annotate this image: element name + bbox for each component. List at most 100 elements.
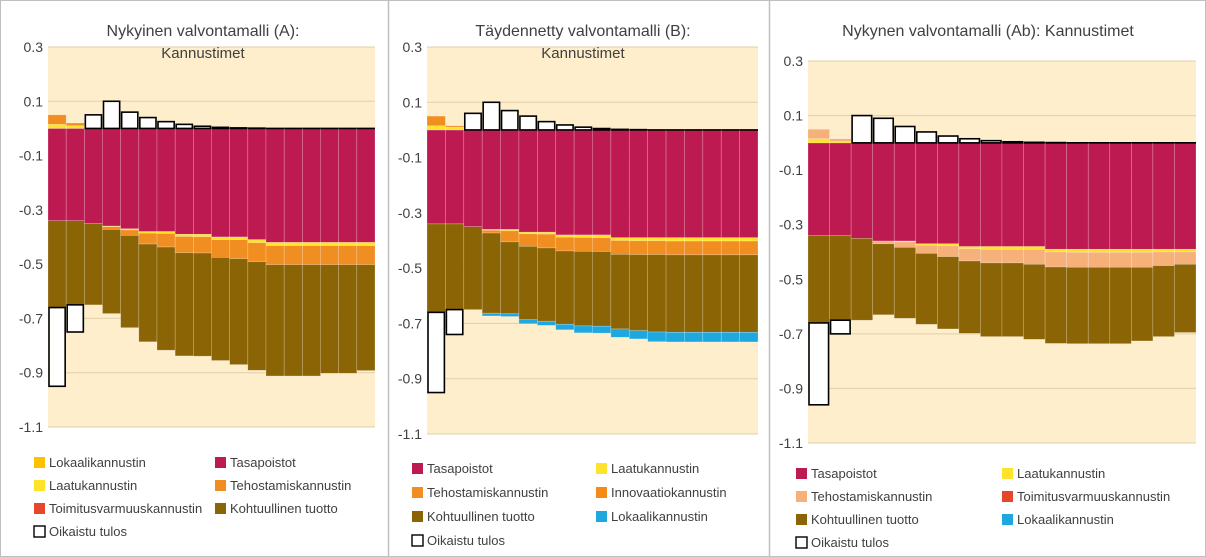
bar-segment-kohtuullinen (338, 264, 358, 374)
bar-segment-tasapoistot (338, 128, 358, 243)
bar-segment-tasapoistot (283, 128, 303, 243)
bar-segment-tehostamis (684, 240, 704, 256)
legend-swatch-tehostamis (215, 480, 226, 491)
bar-segment-laatu (302, 242, 321, 246)
y-tick-label: -0.3 (398, 205, 422, 221)
bar-segment-kohtuullinen (481, 232, 501, 314)
bar-segment-kohtuullinen (1001, 262, 1024, 337)
bar-segment-lokaali (739, 331, 759, 343)
bar-segment-tehostamis (1044, 251, 1067, 268)
legend-label-tasapoistot: Tasapoistot (811, 466, 877, 481)
bar-segment-laatu (211, 236, 230, 241)
bar-segment-tasapoistot (829, 142, 852, 236)
bar-segment-laatu (445, 126, 465, 131)
bar-segment-tehostamis (937, 245, 960, 257)
legend-swatch-laatu (596, 463, 607, 474)
bar-segment-laatu (283, 242, 303, 246)
bar-segment-kohtuullinen (555, 250, 575, 325)
bar-segment-tehostamis (980, 248, 1003, 264)
bar-oikaistu-tulos (84, 114, 103, 130)
bar-segment-tehostamis (211, 239, 230, 258)
bar-segment-tasapoistot (518, 129, 538, 233)
bar-segment-kohtuullinen (445, 223, 465, 310)
y-tick-label: 0.1 (24, 93, 44, 109)
bar-segment-laatu (739, 237, 759, 242)
legend-label-oikaistu: Oikaistu tulos (427, 533, 506, 548)
chart-title: Kannustimet (161, 45, 245, 62)
bar-segment-tasapoistot (426, 129, 446, 225)
bar-segment-tehostamis (1023, 248, 1046, 265)
bar-segment-laatu (573, 234, 593, 238)
legend-swatch-tasapoistot (796, 468, 807, 479)
bar-segment-tasapoistot (1066, 142, 1089, 250)
legend-swatch-toimitus (34, 503, 45, 514)
bar-oikaistu-tulos (482, 101, 501, 131)
bar-segment-tehostamis (1174, 251, 1197, 265)
bar-segment-lokaali (573, 325, 593, 334)
y-tick-label: -0.9 (398, 371, 422, 387)
y-tick-label: -0.9 (19, 365, 43, 381)
bar-segment-tehostamis (665, 240, 685, 256)
legend-label-laatu: Laatukannustin (611, 461, 699, 476)
y-tick-label: -0.7 (779, 326, 803, 342)
bar-segment-kohtuullinen (1152, 265, 1175, 337)
bar-oikaistu-tulos (519, 115, 538, 131)
bar-segment-kohtuullinen (1087, 266, 1111, 344)
bar-segment-kohtuullinen (610, 254, 630, 330)
bar-segment-tasapoistot (65, 128, 85, 222)
bar-segment-laatu (1001, 246, 1024, 250)
legend-label-tasapoistot: Tasapoistot (427, 461, 493, 476)
bar-segment-tasapoistot (84, 128, 103, 224)
bar-segment-tasapoistot (807, 142, 830, 236)
bar-segment-tehostamis (247, 242, 267, 262)
bar-segment-laatu (426, 125, 446, 131)
bar-segment-kohtuullinen (463, 226, 483, 310)
y-tick-label: -0.9 (779, 380, 803, 396)
bar-segment-tehostamis (174, 236, 194, 254)
bar-segment-tasapoistot (211, 128, 230, 238)
bar-segment-laatu (193, 233, 212, 238)
bar-segment-laatu (356, 242, 376, 246)
bar-segment-kohtuullinen (665, 254, 685, 333)
bar-segment-laatu (592, 234, 612, 239)
bar-segment-kohtuullinen (211, 257, 230, 361)
y-tick-label: -0.3 (779, 217, 803, 233)
bar-segment-kohtuullinen (283, 264, 303, 377)
bar-segment-laatu (247, 239, 267, 243)
bar-segment-kohtuullinen (1066, 266, 1089, 344)
chart-title: Nykyinen valvontamalli (A): (107, 23, 300, 40)
bar-segment-tehostamis (229, 239, 249, 260)
bar-segment-kohtuullinen (739, 254, 759, 333)
bar-segment-lokaali (720, 331, 740, 343)
legend-label-tehostamis: Tehostamiskannustin (427, 485, 548, 500)
bar-segment-tasapoistot (684, 129, 704, 239)
legend-label-lokaali: Lokaalikannustin (611, 509, 708, 524)
bar-segment-tasapoistot (193, 128, 212, 235)
bar-segment-tehostamis (338, 245, 358, 265)
bar-segment-laatu (1109, 248, 1132, 253)
chart-panel-3: 0.3 0.1 -0.1 -0.3 -0.5 -0.7 -0.9 -1.1 Nykynen va… (779, 23, 1197, 550)
bar-segment-kohtuullinen (302, 264, 321, 377)
bar-segment-tasapoistot (665, 129, 685, 239)
bar-segment-kohtuullinen (915, 253, 938, 325)
bar-oikaistu-tulos (537, 120, 556, 131)
bar-segment-lokaali (665, 331, 685, 343)
bar-segment-tehostamis (302, 245, 321, 265)
bar-segment-tehostamis (647, 240, 667, 255)
legend-swatch-kohtuullinen (215, 503, 226, 514)
bar-segment-tasapoistot (265, 128, 285, 243)
bar-oikaistu-tulos (229, 127, 248, 130)
bar-segment-tasapoistot (138, 128, 158, 232)
legend-label-oikaistu: Oikaistu tulos (49, 524, 128, 539)
bar-segment-tasapoistot (445, 129, 465, 225)
bar-oikaistu-tulos (915, 131, 938, 144)
y-tick-label: -0.3 (19, 202, 43, 218)
bar-segment-kohtuullinen (537, 247, 557, 322)
bar-oikaistu-tulos (175, 123, 194, 130)
bar-segment-kohtuullinen (647, 254, 667, 333)
bar-segment-lokaali (537, 320, 557, 326)
bar-oikaistu-tulos (427, 311, 446, 394)
bar-segment-kohtuullinen (592, 251, 612, 327)
bar-oikaistu-tulos (808, 322, 830, 406)
